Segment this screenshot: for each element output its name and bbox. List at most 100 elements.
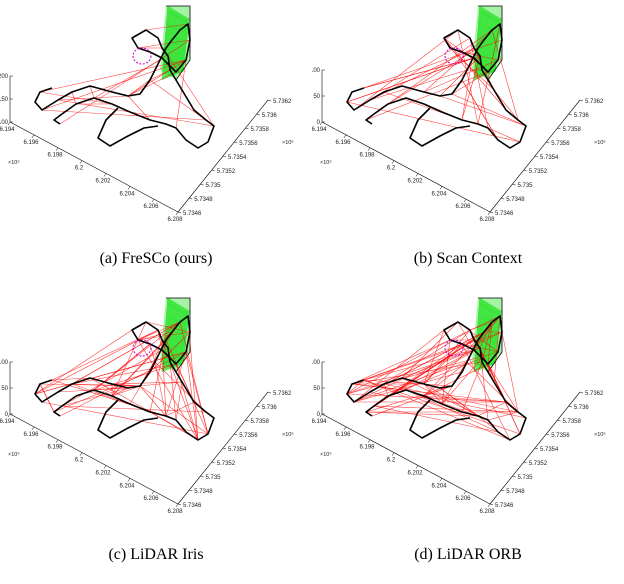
true-match-edge	[478, 5, 503, 81]
false-match-line	[139, 385, 167, 417]
y-tick-label: 5.736	[262, 405, 278, 411]
x-tick-label: 6.2	[75, 458, 84, 464]
z-tick-label: 100	[312, 68, 321, 74]
x-tick-label: 6.208	[479, 509, 495, 515]
trajectory-branch	[409, 399, 471, 439]
true-match-band	[472, 297, 503, 373]
false-match-line	[93, 59, 161, 99]
y-tick-label: 5.7362	[273, 391, 292, 397]
true-match-line	[171, 11, 179, 77]
false-match-line	[501, 331, 519, 413]
true-match-line	[174, 13, 182, 75]
y-tick-label: 5.7356	[551, 433, 570, 439]
trajectory-plot-a: 200 150 1006.194 6.196 6.198 6.2 6.202 6.204 6.2…	[0, 5, 294, 223]
true-match-line	[490, 16, 498, 74]
false-match-line	[39, 91, 113, 105]
false-match-line	[57, 99, 215, 127]
true-match-edge	[166, 5, 191, 81]
y-tick-label: 5.735	[206, 475, 222, 481]
false-match-line	[137, 331, 173, 341]
x-tick-label: 6.194	[312, 419, 327, 425]
x-tick-mark	[31, 426, 35, 430]
false-match-line	[487, 363, 519, 413]
y-tick-mark	[222, 447, 227, 450]
x-tick-label: 6.202	[407, 470, 423, 476]
false-match-line	[449, 47, 495, 91]
false-match-line	[371, 385, 453, 417]
x-tick-label: 6.202	[95, 470, 111, 476]
y-tick-label: 5.735	[518, 183, 534, 189]
false-match-line	[89, 377, 187, 433]
x-tick-mark	[7, 121, 11, 126]
x-axis	[9, 121, 179, 213]
y-tick-mark	[211, 461, 215, 464]
false-match-line	[179, 321, 209, 435]
false-match-line	[149, 343, 156, 363]
true-match-line	[177, 307, 185, 366]
y-tick-label: 5.7352	[529, 461, 548, 467]
x-tick-label: 6.204	[119, 191, 135, 197]
figure-panel-b: 100 50 06.194 6.196 6.198 6.2 6.202 6.204 6.206 6…	[312, 0, 624, 292]
x-tick-mark	[439, 478, 443, 482]
false-match-line	[111, 385, 141, 397]
false-match-line	[493, 89, 519, 121]
y-tick-mark	[579, 391, 584, 394]
y-multiplier: ×10⁶	[282, 139, 294, 146]
x-tick-mark	[55, 147, 59, 151]
x-tick-label: 6.194	[0, 419, 15, 425]
y-tick-mark	[177, 503, 182, 506]
false-match-line	[351, 339, 451, 385]
true-match-line	[484, 304, 492, 368]
y-tick-mark	[534, 155, 539, 158]
x-tick-label: 6.196	[335, 140, 351, 146]
trajectory-plot-b: 100 50 06.194 6.196 6.198 6.2 6.202 6.204 6.206 6…	[312, 5, 606, 223]
y-tick-mark	[501, 489, 505, 492]
true-match-line	[161, 5, 169, 81]
y-tick-label: 5.7356	[239, 433, 258, 439]
false-match-line	[439, 95, 527, 127]
y-multiplier: ×10⁶	[594, 431, 606, 438]
false-match-line	[167, 55, 215, 127]
false-match-line	[346, 347, 481, 395]
false-match-line	[487, 411, 519, 421]
x-tick-label: 6.196	[23, 432, 39, 438]
x-tick-mark	[151, 491, 155, 495]
y-tick-mark	[523, 461, 527, 464]
false-match-line	[365, 339, 475, 413]
x-tick-mark	[31, 134, 35, 138]
false-match-line	[59, 39, 191, 125]
trajectory-plot-d: 100 50 06.194 6.196 6.198 6.2 6.202 6.204 6.206 6…	[312, 297, 606, 515]
x-tick-label: 6.198	[359, 153, 375, 159]
false-match-line	[34, 329, 133, 395]
x-tick-mark	[391, 452, 395, 456]
false-match-line	[61, 349, 163, 407]
false-match-line	[451, 93, 527, 127]
y-tick-mark	[557, 419, 561, 422]
x-tick-mark	[7, 413, 11, 418]
z-tick-label: 0	[317, 412, 321, 418]
false-match-line	[127, 95, 151, 121]
y-tick-mark	[267, 99, 272, 102]
true-match-line	[476, 7, 484, 79]
true-match-line	[175, 14, 183, 75]
false-match-line	[346, 101, 521, 143]
true-match-fill	[160, 298, 190, 372]
y-tick-label: 5.7354	[540, 447, 559, 453]
true-match-line	[162, 298, 170, 372]
true-match-line	[178, 308, 186, 366]
false-match-line	[363, 57, 475, 89]
x-tick-mark	[367, 439, 371, 443]
y-tick-label: 5.7354	[228, 155, 247, 161]
true-match-line	[473, 297, 481, 373]
y-tick-mark	[256, 405, 260, 408]
y-tick-label: 5.7356	[551, 141, 570, 147]
x-tick-label: 6.204	[119, 483, 135, 489]
x-tick-mark	[79, 160, 83, 164]
true-match-line	[169, 302, 177, 369]
y-tick-mark	[200, 475, 204, 478]
x-tick-mark	[391, 160, 395, 164]
y-tick-label: 5.736	[574, 113, 590, 119]
false-match-line	[461, 55, 481, 121]
false-match-line	[39, 383, 141, 387]
x-tick-label: 6.2	[387, 458, 396, 464]
